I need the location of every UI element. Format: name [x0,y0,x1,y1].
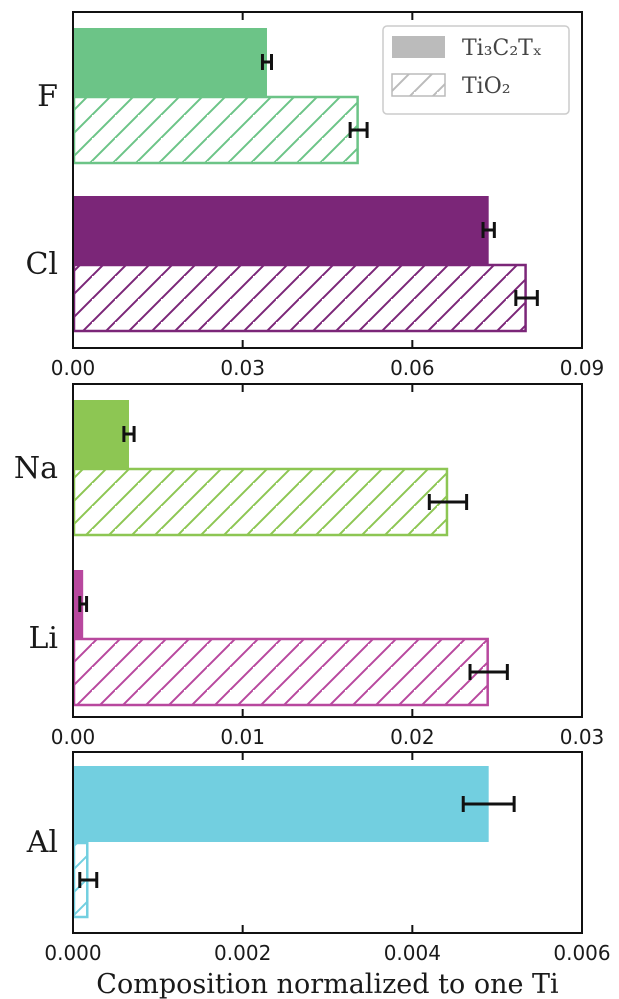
error-bar-li-ti3c2tx [78,596,89,612]
x-tick-label-1-0: 0.00 [51,725,96,749]
axes-frame-0 [72,11,583,349]
x-tick-label-1-2: 0.02 [390,725,435,749]
error-bar-na-tio2 [427,494,469,510]
error-bar-na-ti3c2tx [122,426,136,442]
bar-cl-tio2 [72,263,527,333]
error-bar-cl-ti3c2tx [481,222,496,238]
x-tick-label-1-1: 0.01 [220,725,265,749]
bar-li-tio2 [72,637,489,707]
x-tick-label-0-2: 0.06 [390,356,435,380]
error-bar-f-tio2 [348,122,369,138]
bar-f-ti3c2tx [73,28,267,96]
axes-frame-2 [72,751,583,934]
bar-na-tio2 [72,467,449,537]
axes-frame-1 [72,383,583,718]
category-label-li: Li [28,621,58,656]
error-bar-li-tio2 [468,664,509,680]
error-bar-f-ti3c2tx [260,54,274,70]
legend: Ti₃C₂Tₓ TiO₂ [382,25,570,115]
x-tick-label-1-3: 0.03 [560,725,605,749]
legend-label-solid: Ti₃C₂Tₓ [462,36,542,61]
x-tick-label-0-3: 0.09 [560,356,605,380]
x-tick-label-2-3: 0.006 [553,941,610,965]
x-tick-label-2-1: 0.002 [214,941,271,965]
x-tick-label-0-1: 0.03 [220,356,265,380]
error-bar-al-ti3c2tx [461,796,516,812]
category-label-na: Na [14,451,58,486]
x-tick-label-0-0: 0.00 [51,356,96,380]
bar-al-ti3c2tx [73,766,489,842]
legend-label-hatched: TiO₂ [462,74,511,99]
legend-swatch-hatched [391,73,446,97]
x-tick-label-2-0: 0.000 [44,941,101,965]
error-bar-al-tio2 [78,872,99,888]
category-label-al: Al [26,825,58,860]
category-label-cl: Cl [25,247,58,282]
category-label-f: F [37,79,58,114]
bar-na-ti3c2tx [73,400,129,468]
x-tick-label-2-2: 0.004 [384,941,441,965]
bar-cl-ti3c2tx [73,196,489,264]
error-bar-cl-tio2 [514,290,539,306]
bar-li-ti3c2tx [73,570,84,638]
legend-swatch-solid [392,36,445,58]
bar-f-tio2 [72,95,359,165]
x-axis-label: Composition normalized to one Ti [96,969,559,999]
